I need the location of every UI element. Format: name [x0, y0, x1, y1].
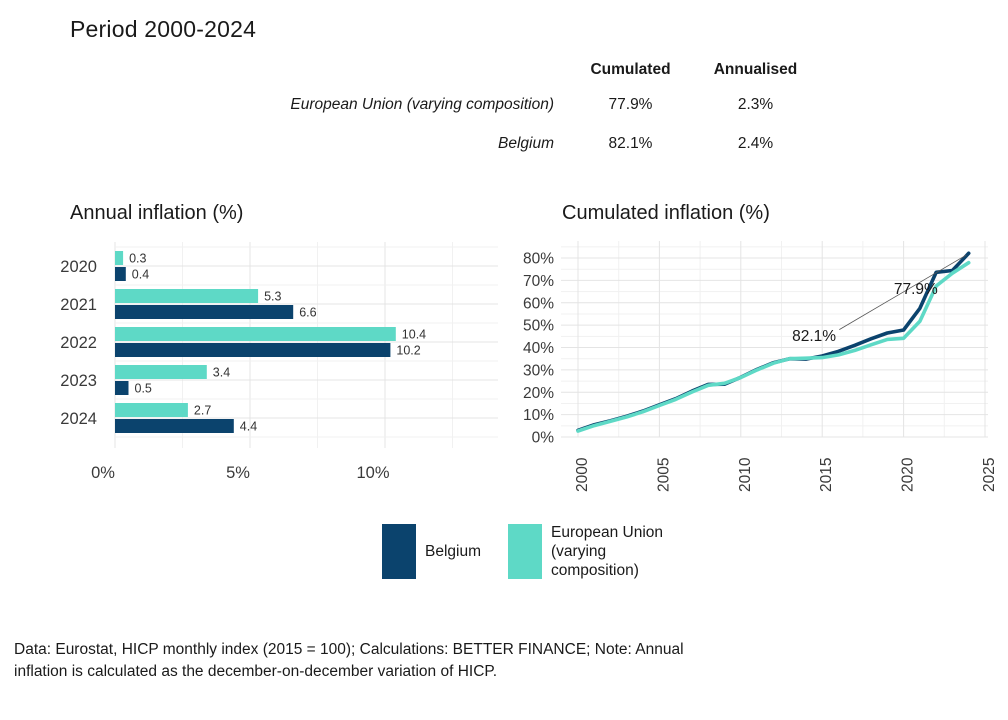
eu-bar	[115, 251, 124, 265]
belgium-bar	[115, 419, 234, 433]
x-axis-tick-label: 2010	[737, 457, 754, 492]
year-axis-label: 2020	[60, 258, 97, 276]
eu-bar-value-label: 10.4	[402, 328, 426, 342]
year-axis-label: 2024	[60, 410, 97, 428]
y-axis-tick-label: 60%	[523, 295, 554, 312]
summary-table: Cumulated Annualised European Union (var…	[238, 55, 808, 163]
y-axis-tick-label: 40%	[523, 340, 554, 357]
european-union-color-swatch	[508, 524, 542, 579]
year-axis-label: 2021	[60, 296, 97, 314]
cumulated-inflation-line-chart: 0% 10% 20% 30% 40% 50% 60% 70% 80% 2000 2005 2010 20…	[523, 241, 998, 492]
belgium-bar	[115, 267, 126, 281]
y-axis-tick-label: 0%	[532, 430, 555, 447]
eu-bar-value-label: 3.4	[213, 366, 230, 380]
eu-bar-value-label: 2.7	[194, 404, 211, 418]
belgium-color-swatch	[382, 524, 416, 579]
eu-annualised-value: 2.3%	[737, 95, 774, 113]
belgium-cumulated-value: 82.1%	[608, 134, 653, 152]
belgium-bar-value-label: 0.5	[135, 382, 152, 396]
y-axis-tick-label: 70%	[523, 273, 554, 290]
column-header-cumulated: Cumulated	[590, 61, 671, 78]
column-header-annualised: Annualised	[713, 61, 798, 78]
footnote-line-1: Data: Eurostat, HICP monthly index (2015…	[14, 641, 684, 658]
chart-legend: Belgium European Union (varying composit…	[382, 523, 671, 580]
eu-bar-value-label: 5.3	[264, 290, 281, 304]
belgium-bar	[115, 305, 294, 319]
bar-chart-title: Annual inflation (%)	[70, 202, 244, 224]
eu-bar	[115, 289, 259, 303]
x-axis-tick-label: 2005	[655, 458, 672, 492]
annotation-label: 82.1%	[792, 328, 836, 345]
eu-bar	[115, 365, 207, 379]
belgium-bar-value-label: 4.4	[240, 420, 257, 434]
x-axis-tick-label: 0%	[91, 464, 115, 482]
footnote: Data: Eurostat, HICP monthly index (2015…	[14, 639, 684, 683]
row-label-european-union: European Union (varying composition)	[290, 95, 554, 113]
x-axis-tick-label: 2020	[900, 457, 917, 492]
x-axis-tick-label: 2025	[981, 458, 998, 492]
row-label-belgium: Belgium	[498, 134, 554, 152]
y-axis-tick-label: 10%	[523, 407, 554, 424]
annotation-label: 77.9%	[894, 281, 938, 298]
eu-bar	[115, 327, 396, 341]
x-axis-tick-label: 2015	[818, 458, 835, 492]
legend-label-european-union: European Union (varying composition)	[551, 524, 664, 579]
belgium-bar	[115, 381, 129, 395]
belgium-bar-value-label: 6.6	[299, 306, 316, 320]
belgium-annualised-value: 2.4%	[737, 134, 774, 152]
belgium-bar-value-label: 10.2	[396, 344, 420, 358]
belgium-bar-value-label: 0.4	[132, 268, 149, 282]
legend-item-belgium: Belgium	[382, 524, 481, 579]
legend-item-european-union: European Union (varying composition)	[508, 523, 671, 580]
x-axis-tick-label: 10%	[356, 464, 389, 482]
page-title: Period 2000-2024	[70, 16, 257, 42]
eu-cumulated-value: 77.9%	[608, 95, 653, 113]
y-axis-tick-label: 20%	[523, 385, 554, 402]
footnote-line-2: inflation is calculated as the december-…	[14, 663, 498, 680]
year-axis-label: 2022	[60, 334, 97, 352]
eu-bar	[115, 403, 188, 417]
eu-bar-value-label: 0.3	[129, 252, 146, 266]
eu-line	[576, 260, 971, 433]
year-axis-label: 2023	[60, 372, 97, 390]
y-axis-tick-label: 80%	[523, 251, 554, 268]
line-chart-title: Cumulated inflation (%)	[562, 202, 770, 224]
belgium-bar	[115, 343, 391, 357]
y-axis-tick-label: 30%	[523, 362, 554, 379]
y-axis-tick-label: 50%	[523, 318, 554, 335]
annual-inflation-bar-chart: 2020 0.3 0.4 2021 5.3 6.6 2022 10.4 10.2 2023 3.4 0…	[60, 242, 498, 482]
x-axis-tick-label: 5%	[226, 464, 250, 482]
annotation-leader-line	[839, 254, 967, 330]
legend-label-belgium: Belgium	[425, 543, 481, 560]
x-axis-tick-label: 2000	[574, 457, 591, 492]
